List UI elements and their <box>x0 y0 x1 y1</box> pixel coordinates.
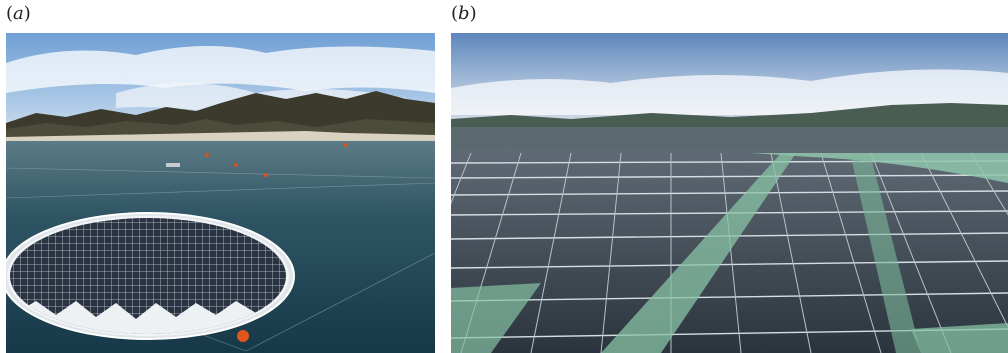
panel-label-a: (a) <box>6 3 31 24</box>
water-surface <box>451 127 1008 149</box>
distant-hills <box>451 103 1008 129</box>
clouds <box>6 45 435 93</box>
clouds <box>451 69 1008 115</box>
photo-circular-floating-solar-array <box>6 33 435 353</box>
green-walkway <box>751 153 1008 183</box>
aerial-reservoir-image <box>6 33 435 353</box>
mooring-lines <box>6 167 435 352</box>
orange-buoy <box>237 330 249 342</box>
photo-floating-solar-panels-closeup <box>451 33 1008 353</box>
solar-field-image <box>451 33 1008 353</box>
panel-label-b: (b) <box>451 3 477 24</box>
boat <box>166 163 180 167</box>
